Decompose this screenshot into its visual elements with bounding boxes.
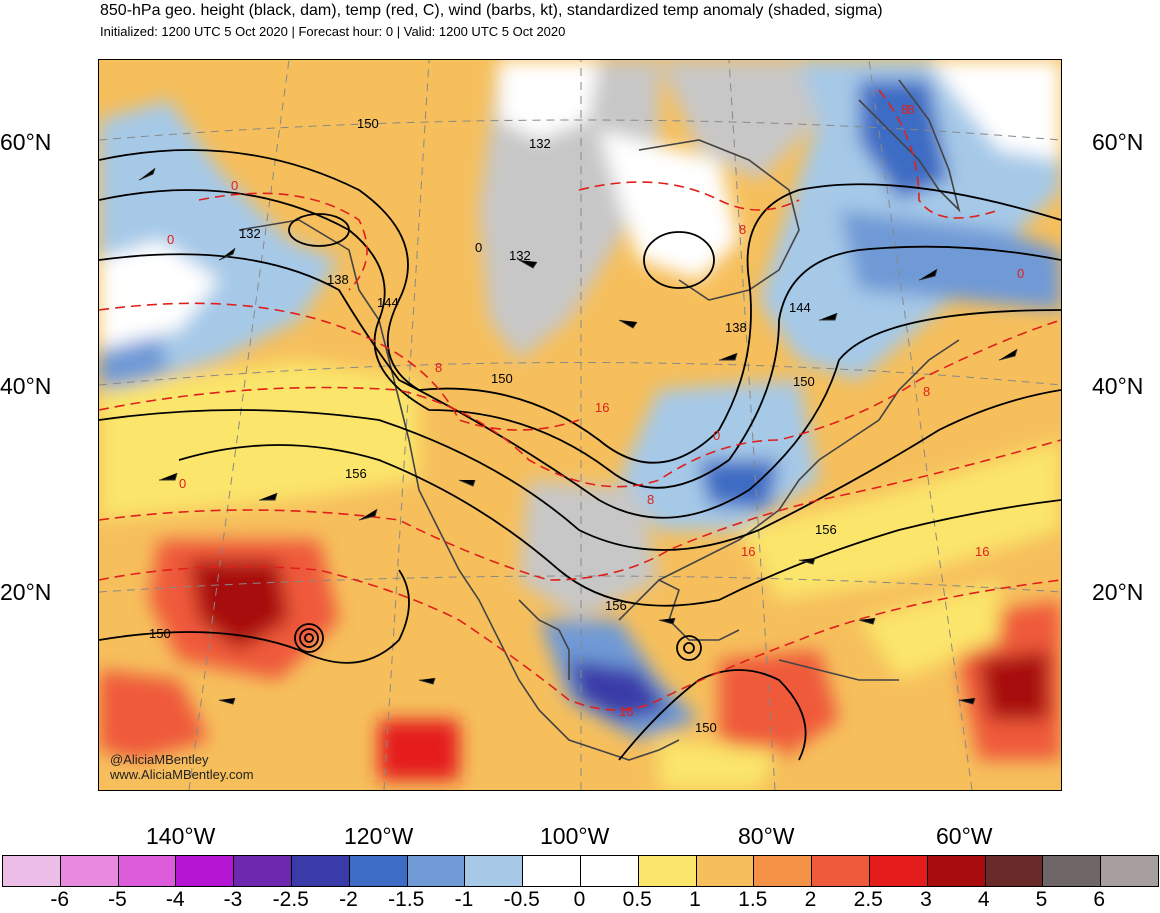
temp-label: 16	[595, 400, 609, 415]
temp-label: 8	[647, 492, 654, 507]
colorbar-swatch	[812, 856, 870, 886]
lon-label-60w: 60°W	[936, 823, 993, 849]
height-label: 150	[793, 374, 815, 389]
lat-label-left-20: 20°N	[0, 579, 52, 605]
height-label: 138	[725, 320, 747, 335]
colorbar-tick-label: -2	[339, 888, 358, 911]
colorbar-tick-label: 2	[804, 888, 817, 911]
colorbar-swatch	[3, 856, 61, 886]
anomaly-shading	[99, 60, 1061, 790]
height-label: 156	[345, 466, 367, 481]
wind-barbs	[138, 167, 1018, 705]
lat-label-right-60: 60°N	[1092, 129, 1144, 155]
colorbar-swatch	[465, 856, 524, 886]
height-label: 150	[491, 371, 513, 386]
height-label: 0	[475, 240, 482, 255]
temp-label: 0	[713, 428, 720, 443]
credit-site: www.AliciaMBentley.com	[110, 767, 254, 782]
colorbar-tick-label: 2.5	[853, 888, 883, 911]
graticule	[99, 60, 1061, 790]
colorbar-tick-label: 0	[573, 888, 586, 911]
colorbar-swatch	[1101, 856, 1158, 886]
temp-label: 0	[1017, 266, 1024, 281]
colorbar-swatch	[580, 856, 639, 886]
colorbar-swatch	[291, 856, 350, 886]
colorbar-tick-label: -3	[223, 888, 243, 911]
lat-label-left-60: 60°N	[0, 129, 52, 155]
colorbar-tick-label: 1	[689, 888, 701, 911]
weather-map: 132 132 138 144 150 156 150 156 150 132 …	[98, 59, 1062, 791]
temp-label: 0	[231, 178, 238, 193]
colorbar-swatch	[696, 856, 755, 886]
colorbar-swatch	[118, 856, 177, 886]
temp-label: 8	[739, 222, 746, 237]
colorbar-swatch	[234, 856, 292, 886]
height-label: 150	[357, 116, 379, 131]
colorbar-swatch	[754, 856, 813, 886]
temp-label: 16	[741, 544, 755, 559]
colorbar-swatch	[1043, 856, 1102, 886]
map-subtitle: Initialized: 1200 UTC 5 Oct 2020 | Forec…	[100, 24, 566, 39]
colorbar-swatch	[869, 856, 928, 886]
colorbar-swatch	[523, 856, 581, 886]
colorbar-swatch	[407, 856, 466, 886]
height-label: 144	[789, 300, 811, 315]
temp-label: 0	[167, 232, 174, 247]
lon-label-140w: 140°W	[146, 823, 216, 849]
map-title: 850-hPa geo. height (black, dam), temp (…	[100, 2, 883, 19]
map-canvas: 132 132 138 144 150 156 150 156 150 132 …	[99, 60, 1061, 790]
colorbar-tick-label: 3	[920, 888, 932, 911]
temp-label: 16	[975, 544, 989, 559]
colorbar-swatch	[985, 856, 1044, 886]
height-contours	[99, 149, 1061, 761]
colorbar-tick-label: 1.5	[738, 888, 768, 911]
colorbar-tick-label: 6	[1093, 888, 1106, 911]
colorbar-swatch	[176, 856, 235, 886]
colorbar-tick-label: -5	[108, 888, 127, 911]
temperature-contours	[99, 89, 1061, 711]
colorbar-tick-label: -1	[454, 888, 474, 911]
colorbar-tick-label: 4	[977, 888, 990, 911]
credit-handle: @AliciaMBentley	[110, 752, 209, 767]
temp-label: 8	[923, 384, 930, 399]
height-label: 156	[815, 522, 837, 537]
colorbar-tick-label: 5	[1035, 888, 1048, 911]
height-label: 156	[605, 598, 627, 613]
temperature-labels: 0 8 16 8 0 8 16 16 0 8 8 0 8 16 0	[167, 102, 1024, 719]
colorbar-tick-label: -6	[50, 888, 70, 911]
temp-label: 8	[907, 102, 914, 117]
height-label: 138	[327, 272, 349, 287]
colorbar-swatch	[349, 856, 408, 886]
temp-label: 16	[619, 704, 633, 719]
colorbar-swatch	[927, 856, 986, 886]
height-label: 132	[509, 248, 531, 263]
height-labels: 132 132 138 144 150 156 150 156 150 132 …	[149, 116, 837, 735]
lon-label-80w: 80°W	[738, 823, 795, 849]
lat-label-right-20: 20°N	[1092, 579, 1144, 605]
lat-label-right-40: 40°N	[1092, 373, 1144, 399]
colorbar-tick-label: -4	[165, 888, 185, 911]
colorbar-swatch	[60, 856, 119, 886]
colorbar-swatch	[638, 856, 697, 886]
lon-label-100w: 100°W	[540, 823, 610, 849]
temp-label: 0	[179, 476, 186, 491]
colorbar-tick-label: 0.5	[622, 888, 652, 911]
colorbar-tick-label: -2.5	[272, 888, 309, 911]
colorbar-tick-label: -0.5	[503, 888, 540, 911]
height-label: 150	[149, 626, 171, 641]
height-label: 144	[377, 295, 399, 310]
colorbar-tick-label: -1.5	[388, 888, 425, 911]
height-label: 150	[695, 720, 717, 735]
height-label: 132	[239, 226, 261, 241]
lon-label-120w: 120°W	[344, 823, 414, 849]
lat-label-left-40: 40°N	[0, 373, 52, 399]
temp-label: 8	[901, 102, 908, 117]
temp-label: 8	[435, 360, 442, 375]
anomaly-colorbar	[2, 855, 1159, 887]
height-label: 132	[529, 136, 551, 151]
